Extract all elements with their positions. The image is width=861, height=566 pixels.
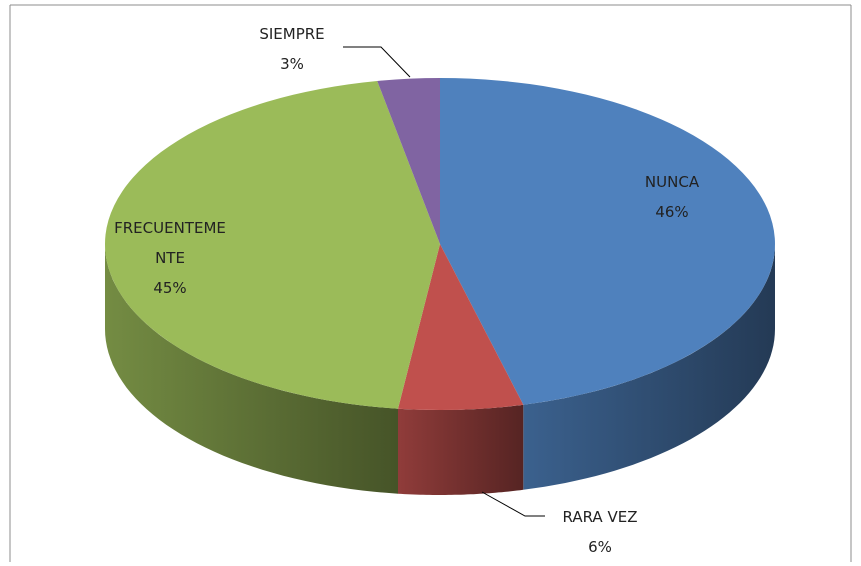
pie-side (398, 404, 524, 495)
leader-line (343, 46, 411, 78)
label-line: RARA VEZ (563, 508, 638, 526)
slice-value-label: 45% (153, 279, 186, 297)
slice-value-label: 3% (280, 55, 304, 73)
label-line: SIEMPRE (259, 25, 324, 43)
slice-label: NUNCA (645, 173, 700, 191)
chart-frame (9, 4, 852, 562)
label-line: NUNCA (645, 173, 700, 191)
slice-label: SIEMPRE (259, 25, 324, 43)
pie-side (105, 244, 398, 494)
slice-label: FRECUENTEME NTE (114, 219, 226, 267)
slice-value-label: 46% (655, 203, 688, 221)
label-line: NTE (155, 249, 185, 267)
slice-label: RARA VEZ (563, 508, 638, 526)
pie-slice (105, 80, 440, 409)
pie-side (523, 244, 775, 490)
label-line: FRECUENTEME (114, 219, 226, 237)
leader-line (481, 491, 545, 517)
slice-value-label: 6% (588, 538, 612, 556)
pie-slice (377, 78, 440, 244)
pie-slice (398, 244, 524, 410)
pie-slice (440, 78, 775, 405)
